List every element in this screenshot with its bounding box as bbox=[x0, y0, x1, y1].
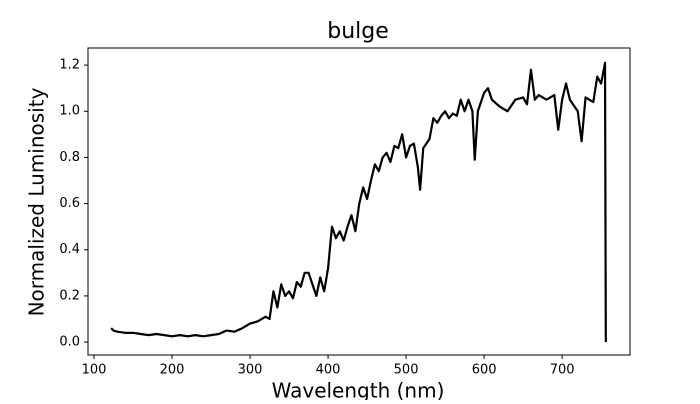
y-tick-label: 0.0 bbox=[59, 335, 80, 350]
y-tick-label: 1.0 bbox=[59, 104, 80, 119]
y-tick-label: 0.8 bbox=[59, 150, 80, 165]
plot-frame bbox=[87, 47, 631, 356]
y-tick-label: 0.4 bbox=[59, 242, 80, 257]
x-tick-label: 400 bbox=[316, 363, 341, 378]
x-tick-label: 700 bbox=[550, 363, 575, 378]
x-tick-label: 500 bbox=[394, 363, 419, 378]
x-tick-label: 200 bbox=[160, 363, 185, 378]
y-tick-label: 1.2 bbox=[59, 58, 80, 73]
x-tick-label: 600 bbox=[472, 363, 497, 378]
x-axis-label: Wavelength (nm) bbox=[272, 379, 445, 401]
data-line bbox=[110, 61, 607, 343]
x-tick-label: 300 bbox=[238, 363, 263, 378]
y-tick-label: 0.6 bbox=[59, 196, 80, 211]
chart-title: bulge bbox=[327, 19, 389, 44]
x-tick-label: 100 bbox=[82, 363, 107, 378]
y-tick-label: 0.2 bbox=[59, 288, 80, 303]
y-axis-label: Normalized Luminosity bbox=[25, 87, 49, 316]
